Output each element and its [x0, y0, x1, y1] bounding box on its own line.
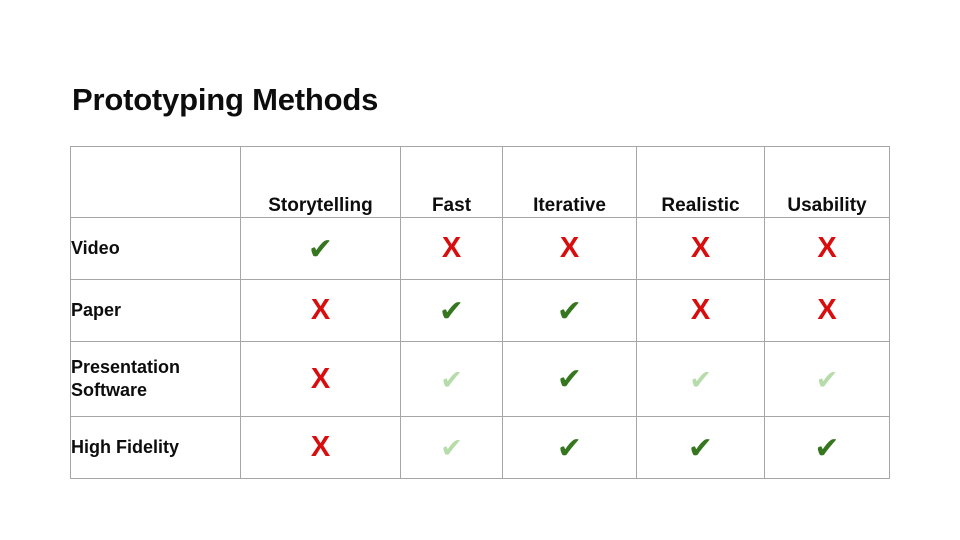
- check-icon: ✔: [556, 294, 583, 328]
- column-header-storytelling: Storytelling: [240, 146, 401, 218]
- table-row: High Fidelity X ✔ ✔ ✔ ✔: [70, 416, 890, 479]
- cell-video-usability: X: [764, 217, 890, 280]
- column-header-fast: Fast: [400, 146, 503, 218]
- table-row: Presentation Software X ✔ ✔ ✔ ✔: [70, 341, 890, 417]
- check-icon: ✔: [556, 431, 583, 465]
- cell-high-fidelity-usability: ✔: [764, 416, 890, 479]
- page-title: Prototyping Methods: [72, 82, 379, 117]
- check-icon: ✔: [556, 363, 583, 396]
- table-corner-cell: [70, 146, 241, 218]
- cell-video-fast: X: [400, 217, 503, 280]
- cell-paper-usability: X: [764, 279, 890, 342]
- cell-presentation-software-iterative: ✔: [502, 341, 637, 417]
- column-header-realistic: Realistic: [636, 146, 765, 218]
- cell-presentation-software-usability: ✔: [764, 341, 890, 417]
- cross-icon: X: [690, 232, 711, 264]
- check-icon-faded: ✔: [689, 364, 712, 395]
- check-icon-faded: ✔: [815, 364, 839, 395]
- cross-icon: X: [310, 431, 331, 463]
- comparison-table: Storytelling Fast Iterative Realistic Us…: [70, 146, 890, 479]
- table-row: Paper X ✔ ✔ X X: [70, 279, 890, 342]
- cell-presentation-software-fast: ✔: [400, 341, 503, 417]
- row-header-paper: Paper: [70, 279, 241, 342]
- cell-video-storytelling: ✔: [240, 217, 401, 280]
- cross-icon: X: [441, 232, 462, 264]
- cell-paper-iterative: ✔: [502, 279, 637, 342]
- row-header-presentation-software: Presentation Software: [70, 341, 241, 417]
- cell-high-fidelity-storytelling: X: [240, 416, 401, 479]
- check-icon-faded: ✔: [440, 433, 463, 463]
- cell-high-fidelity-iterative: ✔: [502, 416, 637, 479]
- row-header-high-fidelity: High Fidelity: [70, 416, 241, 479]
- cross-icon: X: [559, 232, 580, 264]
- check-icon: ✔: [438, 294, 465, 328]
- cell-high-fidelity-realistic: ✔: [636, 416, 765, 479]
- cross-icon: X: [310, 294, 331, 326]
- cross-icon: X: [690, 294, 711, 326]
- cross-icon: X: [817, 294, 837, 326]
- cell-video-iterative: X: [502, 217, 637, 280]
- row-header-video: Video: [70, 217, 241, 280]
- cell-paper-fast: ✔: [400, 279, 503, 342]
- check-icon: ✔: [307, 232, 334, 266]
- column-header-usability: Usability: [764, 146, 890, 218]
- table-row: Video ✔ X X X X: [70, 217, 890, 280]
- table-header-row: Storytelling Fast Iterative Realistic Us…: [70, 146, 890, 218]
- cell-high-fidelity-fast: ✔: [400, 416, 503, 479]
- cell-paper-storytelling: X: [240, 279, 401, 342]
- cell-video-realistic: X: [636, 217, 765, 280]
- cell-presentation-software-storytelling: X: [240, 341, 401, 417]
- check-icon: ✔: [687, 431, 714, 465]
- cross-icon: X: [310, 362, 331, 395]
- column-header-iterative: Iterative: [502, 146, 637, 218]
- check-icon-faded: ✔: [440, 364, 463, 395]
- prototyping-methods-matrix: Storytelling Fast Iterative Realistic Us…: [70, 146, 890, 479]
- check-icon: ✔: [814, 431, 840, 465]
- cross-icon: X: [817, 232, 837, 264]
- cell-presentation-software-realistic: ✔: [636, 341, 765, 417]
- cell-paper-realistic: X: [636, 279, 765, 342]
